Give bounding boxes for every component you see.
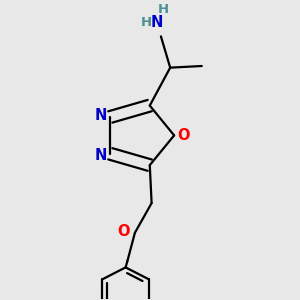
Text: H: H (158, 3, 169, 16)
Text: O: O (178, 128, 190, 143)
Text: N: N (94, 108, 107, 123)
Text: O: O (118, 224, 130, 238)
Text: N: N (150, 15, 163, 30)
Text: N: N (94, 148, 107, 163)
Text: H: H (140, 16, 152, 28)
